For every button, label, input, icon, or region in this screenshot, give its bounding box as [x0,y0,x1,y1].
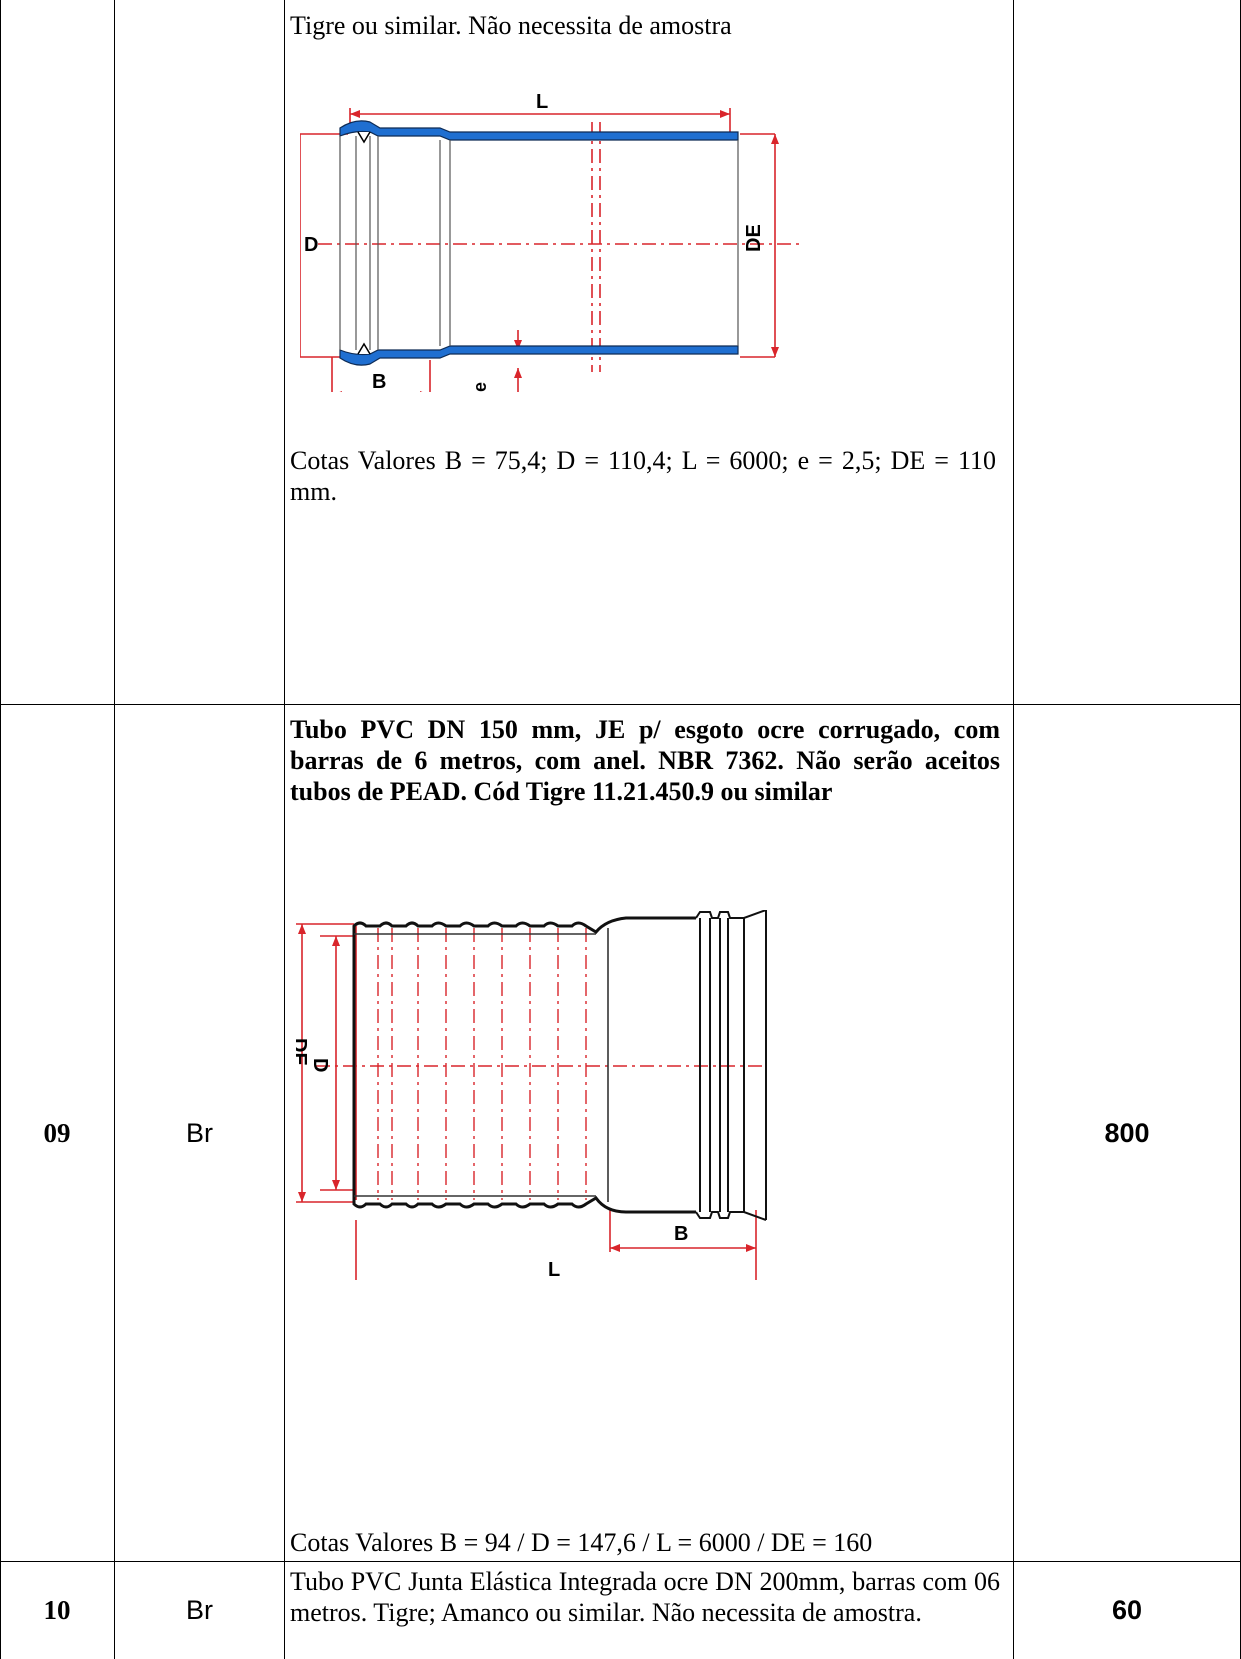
col-divider-2 [284,0,285,1659]
table-border-left [0,0,1,1659]
row-divider-1 [0,704,1241,705]
corr-dim-label-DE: DE [296,1038,310,1066]
row-10-unit: Br [186,1595,213,1625]
row-09-quantity: 800 [1104,1117,1150,1148]
dim-label-DE: DE [743,224,765,252]
pipe-diagram-je: L D DE B e [300,92,800,392]
dim-label-e: e [470,382,490,392]
row-09-item-cell: 09 [0,705,114,1561]
row-09-cotas: Cotas Valores B = 94 / D = 147,6 / L = 6… [290,1528,873,1557]
row-10-unit-cell: Br [115,1562,284,1659]
dim-label-D: D [304,234,318,256]
row-09-item-number: 09 [43,1117,71,1148]
row-10-quantity: 60 [1111,1595,1143,1625]
row-10-item-number: 10 [43,1595,71,1625]
prev-row-description: Tigre ou similar. Não necessita de amost… [290,11,732,40]
pipe-diagram-corrugated: DE D B L [296,910,767,1280]
corr-dim-label-L: L [548,1259,560,1280]
row-09-quantity-cell: 800 [1014,705,1240,1561]
row-10-quantity-cell: 60 [1014,1562,1240,1659]
row-09-unit-cell: Br [115,705,284,1561]
row-10-item-cell: 10 [0,1562,114,1659]
prev-row-cotas: Cotas Valores B = 75,4; D = 110,4; L = 6… [290,446,996,506]
row-divider-2 [0,1561,1241,1562]
corr-dim-label-D: D [309,1058,331,1072]
dim-label-B: B [372,371,386,392]
dim-label-L: L [536,92,548,113]
row-09-description: Tubo PVC DN 150 mm, JE p/ esgoto ocre co… [290,715,1000,806]
col-divider-1 [114,0,115,1659]
corr-dim-label-B: B [674,1223,688,1245]
col-divider-3 [1013,0,1014,1659]
row-09-unit: Br [186,1117,213,1148]
row-10-description: Tubo PVC Junta Elástica Integrada ocre D… [290,1567,1000,1627]
